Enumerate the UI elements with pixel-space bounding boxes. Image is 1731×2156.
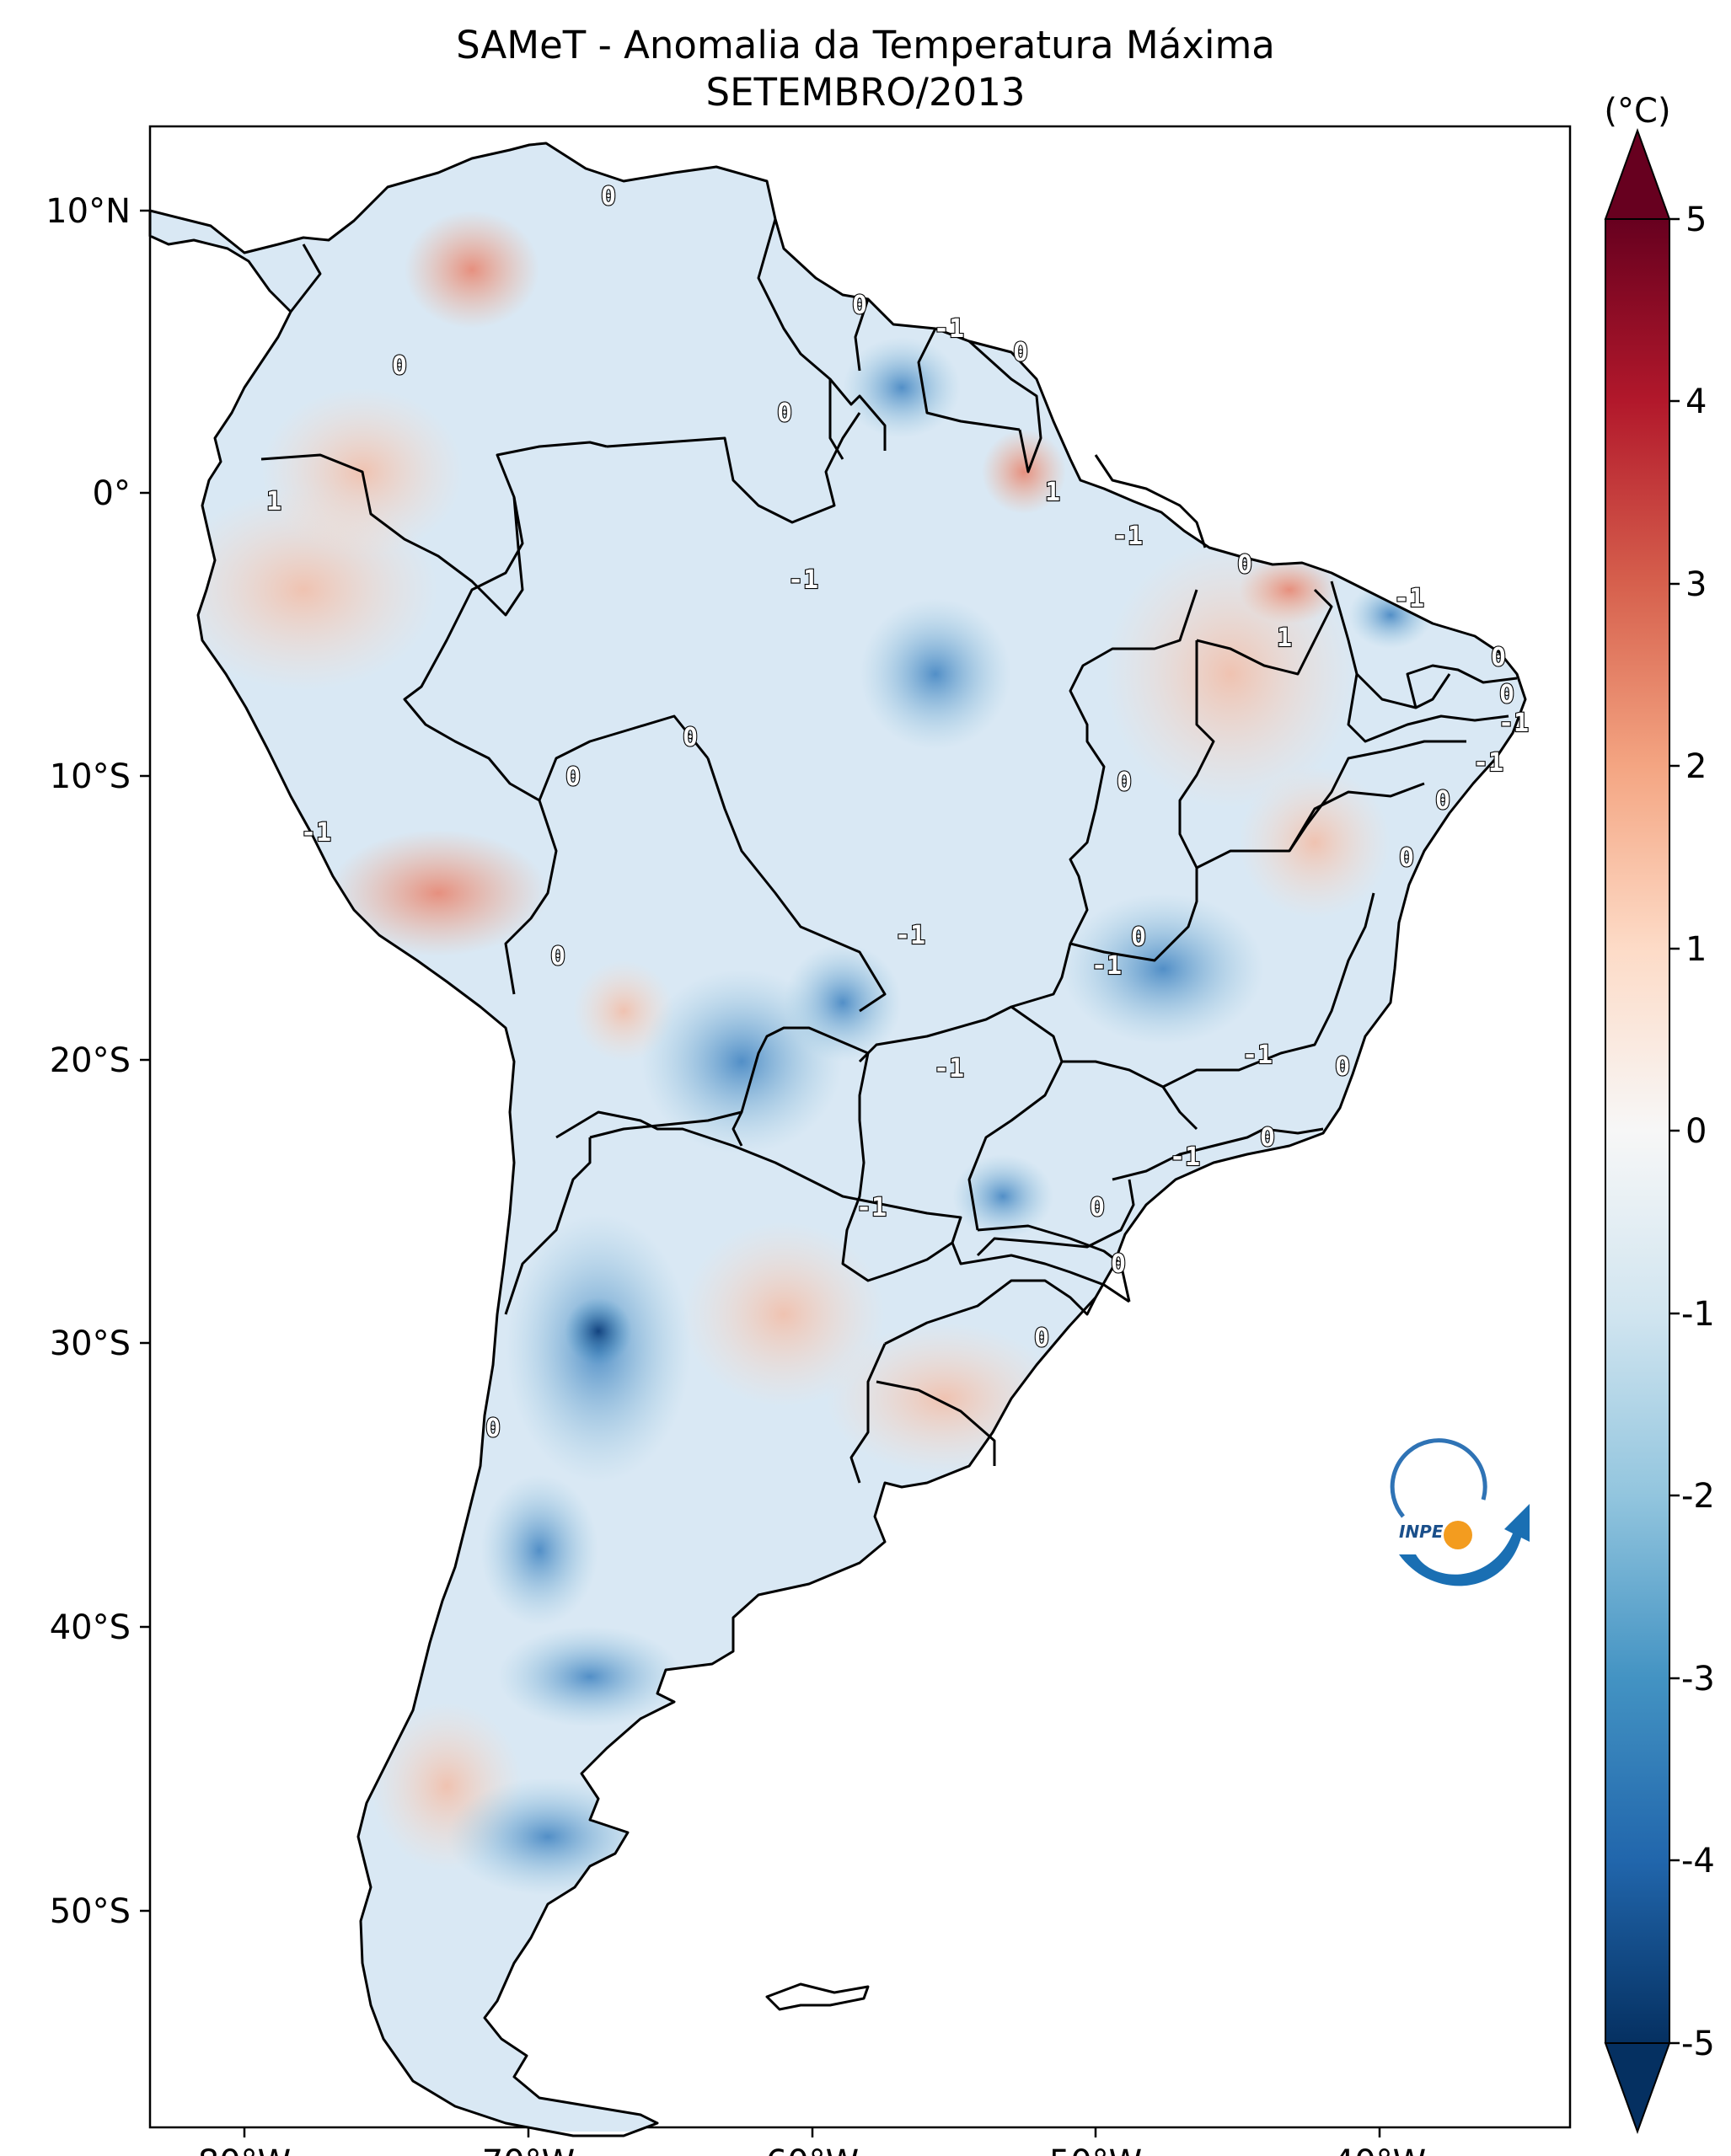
contour-label: 0	[1034, 1324, 1049, 1353]
contour-label: 0	[392, 351, 407, 381]
contour-label: 0	[1237, 550, 1252, 580]
contour-label: 0	[852, 291, 867, 320]
contour-label: -1	[1242, 1041, 1273, 1070]
contour-label: -1	[1170, 1142, 1200, 1172]
falkland-islands	[765, 1982, 870, 2011]
colorbar-tick-label: 0	[1685, 1112, 1707, 1151]
colorbar-tick-label: -4	[1681, 1842, 1715, 1880]
contour-label: 0	[1499, 680, 1514, 709]
colorbar-tick-label: 3	[1685, 565, 1707, 604]
colorbar-tick-label: 5	[1685, 201, 1707, 239]
contour-label: 1	[1277, 623, 1292, 653]
lat-tick-label: 20°S	[50, 1041, 131, 1080]
logo-text: INPE	[1399, 1522, 1444, 1542]
contour-label: 0	[565, 762, 581, 792]
contour-label: -1	[934, 1054, 964, 1083]
contour-label: -1	[895, 921, 925, 950]
contour-label: 0	[1435, 786, 1450, 816]
contour-label: -1	[1394, 584, 1424, 613]
contour-label: -1	[1112, 522, 1143, 551]
lon-tick-label: 70°W	[482, 2143, 575, 2156]
lat-tick-label: 30°S	[50, 1324, 131, 1363]
lat-tick-label: 10°S	[50, 757, 131, 796]
colorbar-tick-label: 1	[1685, 930, 1707, 969]
colorbar-tick-label: 2	[1685, 747, 1707, 786]
contour-labels: 0 0 -1 0 0 0 1 1 -1 -1 0 1 -1 0 0 -1 0 0…	[265, 181, 1530, 1444]
contour-label: -1	[1473, 748, 1503, 778]
colorbar-tick-label: 4	[1685, 383, 1707, 421]
map-subtitle: SETEMBRO/2013	[705, 70, 1026, 115]
colorbar-tick-label: -3	[1681, 1660, 1715, 1699]
contour-label: 0	[1260, 1123, 1275, 1153]
colorbar-unit: (°C)	[1604, 92, 1670, 131]
lon-tick-label: 50°W	[1049, 2143, 1142, 2156]
colorbar-tick-label: -1	[1681, 1295, 1715, 1334]
contour-label: -1	[301, 818, 331, 848]
contour-label: 0	[777, 399, 792, 428]
lon-tick-label: 60°W	[766, 2143, 859, 2156]
contour-label: 0	[601, 182, 616, 211]
contour-label: 0	[1117, 768, 1132, 797]
contour-label: -1	[856, 1193, 887, 1222]
contour-label: -1	[934, 314, 964, 344]
contour-label: 1	[266, 487, 281, 516]
lat-tick-label: 40°S	[50, 1608, 131, 1647]
inpe-logo: INPE	[1390, 1438, 1530, 1586]
latitude-labels: 10°N 0° 10°S 20°S 30°S 40°S 50°S	[46, 192, 131, 1931]
contour-label: 0	[1335, 1052, 1350, 1082]
colorbar-tick-label: -2	[1681, 1477, 1715, 1516]
contour-label: 0	[550, 942, 565, 971]
contour-label: 1	[1045, 478, 1060, 507]
contour-label: -1	[1091, 951, 1122, 981]
contour-label: 0	[485, 1414, 501, 1443]
colorbar: (°C) 5 4 3 2 1 0 -1 -2 -3 -4 -5	[1604, 92, 1715, 2134]
colorbar-tick-label: -5	[1681, 2025, 1715, 2063]
lat-tick-label: 50°S	[50, 1892, 131, 1931]
contour-label: 0	[683, 723, 698, 752]
colorbar-top-extend	[1604, 128, 1671, 220]
lat-tick-label: 0°	[93, 474, 131, 513]
contour-label: 0	[1111, 1249, 1126, 1279]
map-title: SAMeT - Anomalia da Temperatura Máxima	[456, 23, 1275, 67]
contour-label: 0	[1090, 1193, 1105, 1222]
longitude-labels: 80°W 70°W 60°W 50°W 40°W	[198, 2143, 1426, 2156]
lon-tick-label: 40°W	[1333, 2143, 1426, 2156]
political-borders	[260, 218, 1518, 1484]
contour-label: 0	[1399, 843, 1414, 873]
axis-ticks	[140, 209, 1381, 2137]
colorbar-bottom-extend	[1604, 2042, 1671, 2134]
lon-tick-label: 80°W	[198, 2143, 291, 2156]
contour-label: 0	[1013, 338, 1028, 367]
lat-tick-label: 10°N	[46, 192, 131, 231]
contour-label: -1	[1498, 709, 1529, 738]
colorbar-scale	[1605, 218, 1670, 2044]
contour-label: 0	[1131, 923, 1146, 952]
contour-label: 0	[1491, 643, 1506, 672]
contour-label: -1	[788, 565, 818, 595]
